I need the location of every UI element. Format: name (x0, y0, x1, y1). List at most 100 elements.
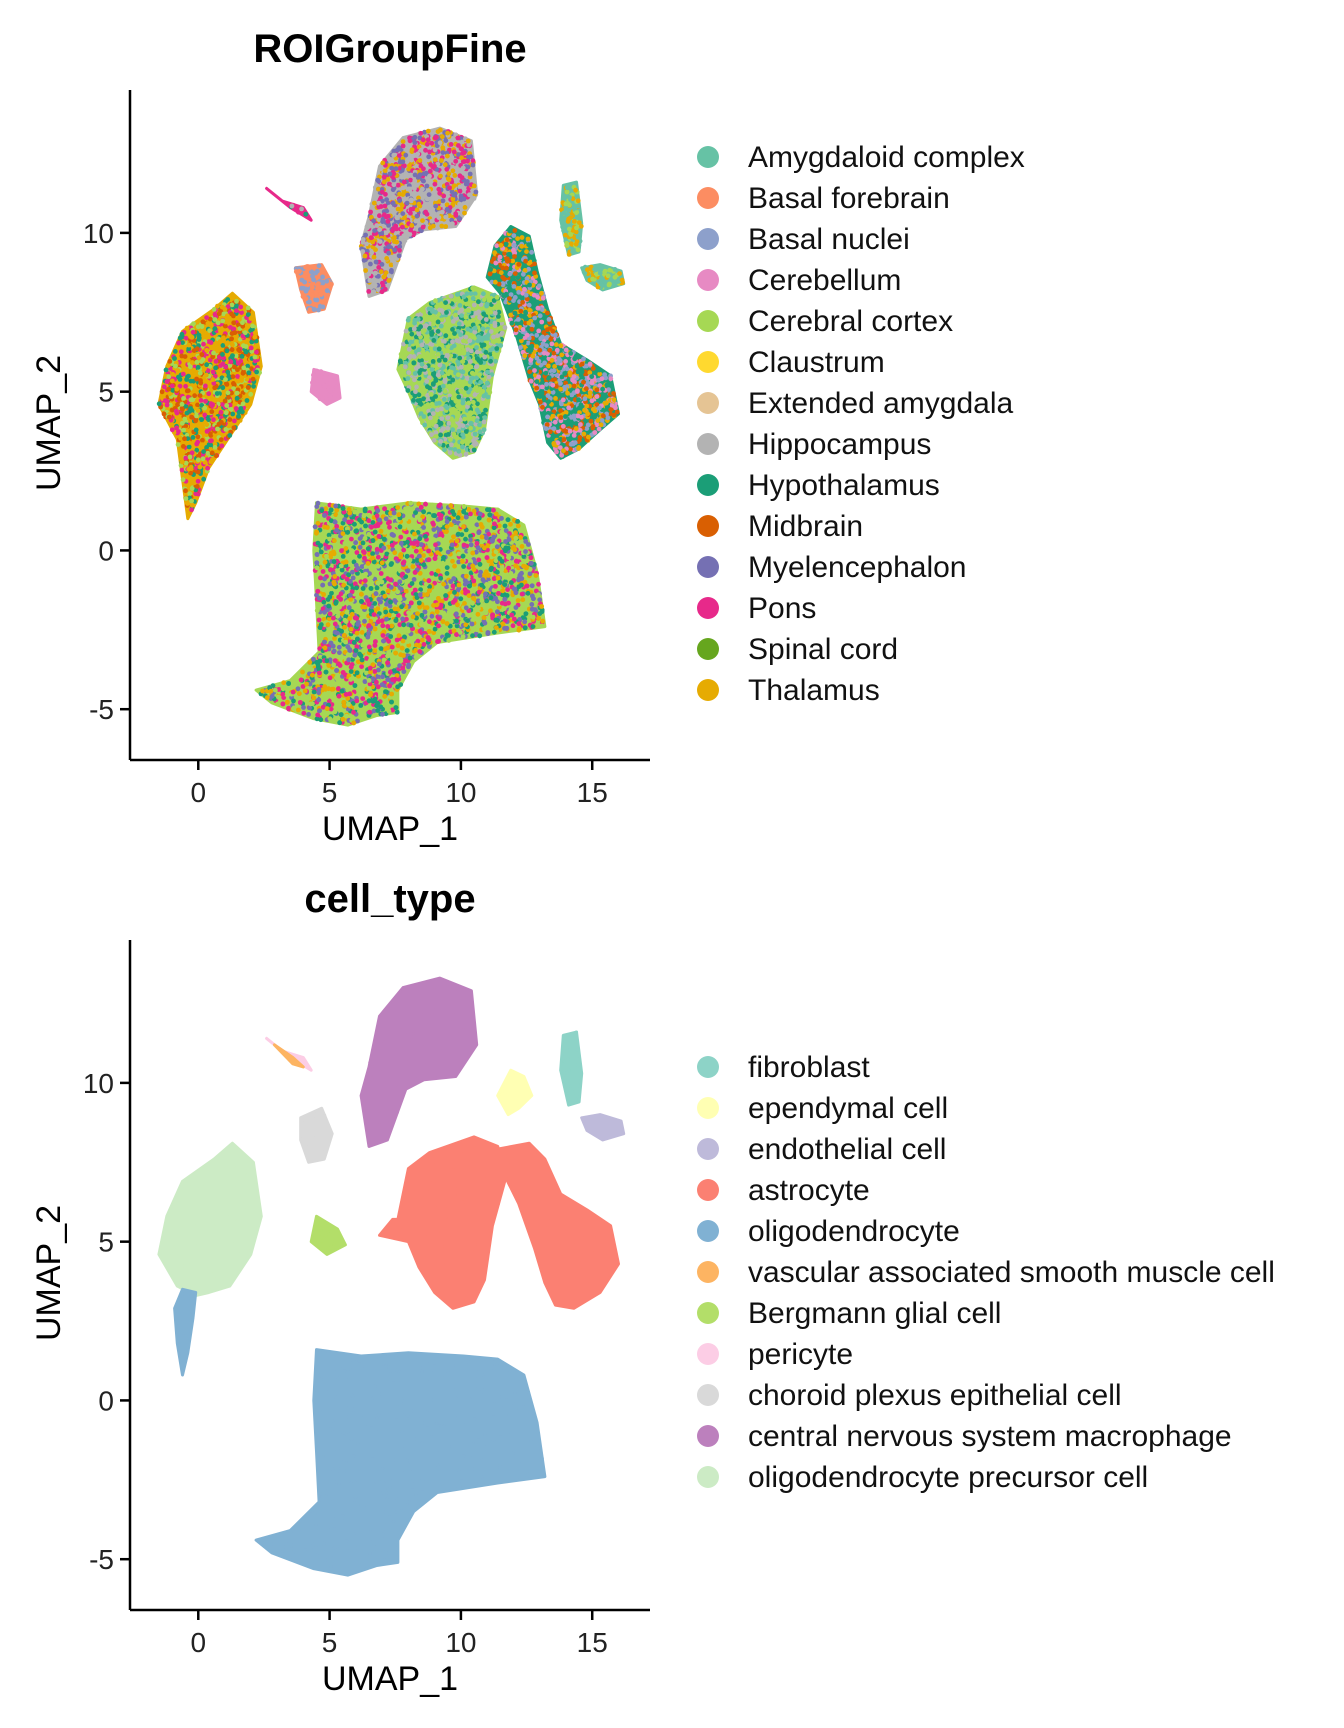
point (541, 350, 547, 356)
point (213, 341, 219, 347)
point (558, 343, 564, 349)
point (195, 457, 201, 463)
point (462, 205, 468, 210)
point (195, 478, 201, 484)
point (608, 407, 614, 412)
point (182, 416, 188, 422)
point (315, 282, 320, 288)
point (458, 406, 463, 412)
point (163, 367, 169, 373)
point (415, 316, 421, 322)
point (414, 384, 419, 390)
point (240, 320, 245, 326)
point (429, 140, 435, 146)
point (180, 371, 186, 377)
point (198, 378, 203, 383)
point (243, 349, 249, 355)
point (563, 429, 569, 434)
point (499, 317, 505, 323)
point (528, 378, 534, 384)
point (524, 249, 529, 255)
point (195, 469, 201, 475)
point (307, 307, 313, 312)
point (476, 334, 482, 340)
point (179, 406, 185, 411)
point (439, 223, 445, 229)
point (361, 257, 367, 263)
point (524, 332, 530, 338)
point (310, 380, 315, 386)
point (487, 271, 493, 277)
point (575, 369, 581, 375)
point (444, 206, 450, 212)
point (299, 206, 304, 212)
point (304, 286, 310, 292)
point (374, 223, 380, 228)
point (504, 265, 509, 271)
point (516, 317, 521, 322)
point (212, 317, 218, 322)
point (537, 347, 543, 353)
point (205, 465, 211, 471)
point (159, 389, 165, 395)
point (450, 221, 455, 227)
point (407, 138, 413, 144)
point (554, 449, 559, 455)
point (215, 303, 220, 309)
point (424, 356, 429, 362)
point (315, 392, 321, 398)
point (231, 320, 237, 326)
point (211, 380, 217, 386)
point (448, 400, 454, 405)
point (560, 423, 566, 429)
point (563, 410, 569, 415)
point (363, 232, 368, 238)
point (223, 410, 229, 416)
point (531, 297, 537, 303)
point (462, 416, 468, 422)
point (429, 401, 435, 407)
point (225, 372, 231, 378)
point (430, 309, 435, 314)
point (194, 447, 200, 453)
point (552, 419, 558, 425)
point (382, 286, 388, 292)
point (164, 402, 170, 408)
point (572, 219, 577, 224)
point (459, 139, 465, 145)
point (567, 420, 573, 426)
point (386, 250, 392, 256)
point (465, 164, 471, 170)
point (248, 345, 254, 351)
point (223, 427, 229, 432)
point (472, 392, 478, 398)
point (463, 385, 469, 391)
point (551, 368, 557, 374)
point (474, 418, 480, 424)
point (169, 378, 175, 384)
point (402, 364, 408, 370)
point (406, 370, 412, 375)
point (402, 355, 407, 361)
point (466, 308, 471, 313)
point (583, 386, 589, 392)
point (441, 426, 446, 432)
point (415, 151, 421, 157)
point (491, 334, 496, 340)
point (386, 278, 392, 283)
point (435, 329, 441, 334)
point (421, 328, 427, 333)
point (590, 366, 596, 371)
point (306, 266, 312, 271)
point (472, 325, 478, 331)
point (179, 401, 185, 407)
point (394, 215, 400, 221)
point (364, 225, 370, 231)
cluster (580, 263, 626, 292)
point (196, 332, 202, 338)
point (186, 444, 192, 450)
point (507, 280, 512, 286)
point (602, 372, 607, 377)
chart-title: ROIGroupFine (253, 27, 526, 71)
point (474, 356, 480, 361)
